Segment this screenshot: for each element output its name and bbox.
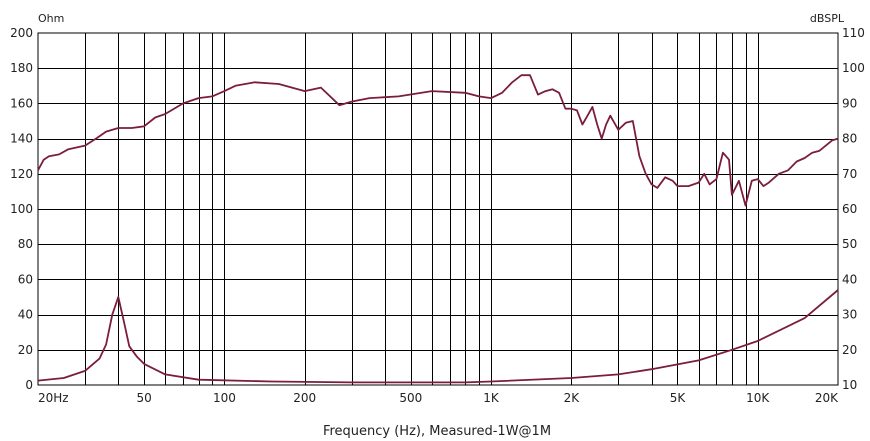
- plot-frame: [37, 32, 839, 386]
- x-tick-label: 2K: [564, 391, 581, 405]
- x-tick-label: 20Hz: [38, 391, 69, 405]
- x-axis: 20Hz 50 100 200 500 1K 2K 5K 10K 20K: [38, 391, 839, 405]
- y-left-tick-label: 140: [10, 132, 33, 146]
- y-left-tick-label: 20: [18, 343, 33, 357]
- x-tick-label: 500: [399, 391, 422, 405]
- y-right-tick-label: 50: [842, 237, 857, 251]
- y-left-tick-label: 80: [18, 237, 33, 251]
- y-left-tick-label: 60: [18, 272, 33, 286]
- y-right-axis: 10 20 30 40 50 60 70 80 90 100 110: [842, 26, 865, 392]
- y-left-tick-label: 120: [10, 167, 33, 181]
- y-left-tick-label: 40: [18, 308, 33, 322]
- x-tick-label: 10K: [746, 391, 770, 405]
- y-left-tick-label: 0: [25, 378, 33, 392]
- y-right-tick-label: 40: [842, 272, 857, 286]
- y-left-unit-label: Ohm: [38, 12, 64, 25]
- y-left-tick-label: 180: [10, 61, 33, 75]
- y-right-tick-label: 90: [842, 96, 857, 110]
- grid: [38, 33, 838, 385]
- y-right-tick-label: 100: [842, 61, 865, 75]
- y-right-tick-label: 110: [842, 26, 865, 40]
- x-tick-label: 200: [293, 391, 316, 405]
- y-left-tick-label: 200: [10, 26, 33, 40]
- spl-curve: [37, 74, 839, 207]
- impedance-curve: [37, 289, 839, 384]
- y-right-tick-label: 30: [842, 308, 857, 322]
- y-right-tick-label: 80: [842, 132, 857, 146]
- y-left-tick-label: 160: [10, 96, 33, 110]
- x-tick-label: 5K: [670, 391, 687, 405]
- x-tick-label: 100: [213, 391, 236, 405]
- y-right-unit-label: dBSPL: [810, 12, 845, 25]
- y-right-tick-label: 70: [842, 167, 857, 181]
- series-group: [37, 74, 839, 384]
- x-tick-label: 1K: [483, 391, 500, 405]
- y-right-tick-label: 20: [842, 343, 857, 357]
- x-tick-label: 50: [136, 391, 151, 405]
- x-tick-label: 20K: [815, 391, 839, 405]
- y-left-tick-label: 100: [10, 202, 33, 216]
- y-right-tick-label: 60: [842, 202, 857, 216]
- y-right-tick-label: 10: [842, 378, 857, 392]
- x-axis-title: Frequency (Hz), Measured-1W@1M: [323, 424, 551, 439]
- y-left-axis: 0 20 40 60 80 100 120 140 160 180 200: [10, 26, 33, 392]
